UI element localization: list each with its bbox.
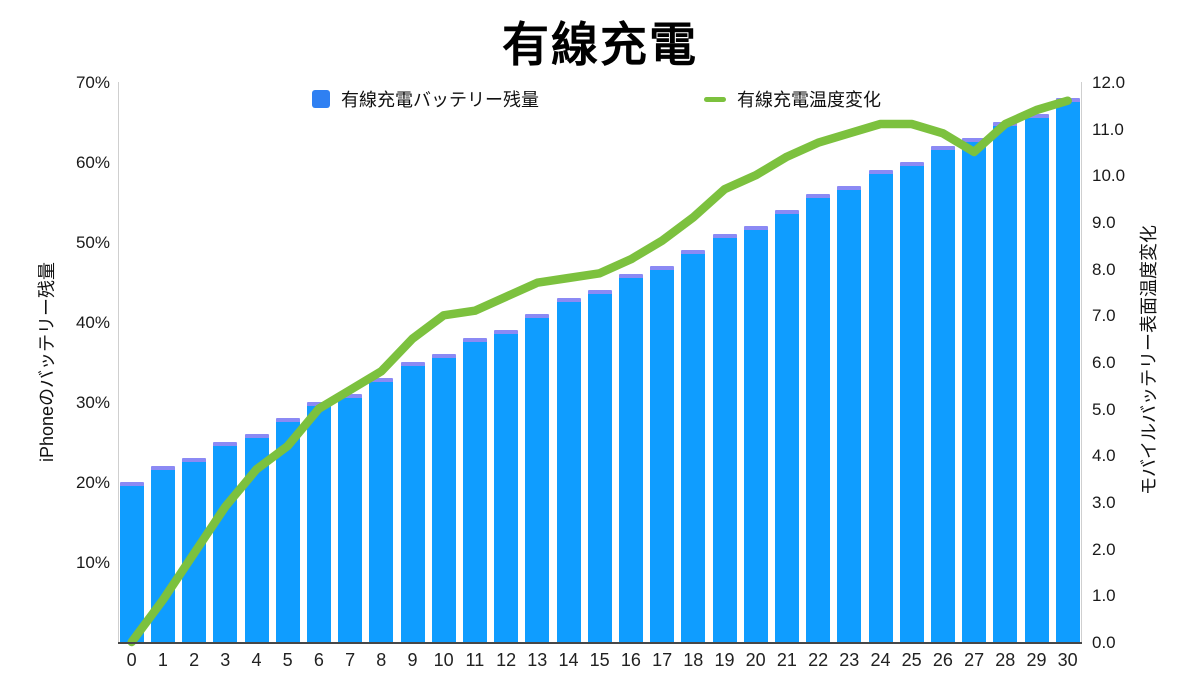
plot-area bbox=[118, 82, 1082, 647]
bar bbox=[993, 122, 1018, 642]
x-axis-label: 2 bbox=[189, 650, 200, 670]
legend-label-battery: 有線充電バッテリー残量 bbox=[341, 90, 539, 110]
x-axis-label: 7 bbox=[345, 650, 356, 670]
x-axis-label: 12 bbox=[496, 650, 517, 670]
x-axis-label: 27 bbox=[964, 650, 985, 670]
right-axis-tick-label: 2.0 bbox=[1092, 539, 1116, 559]
bar bbox=[774, 210, 799, 642]
x-axis-baseline bbox=[118, 642, 1082, 644]
x-axis-label: 20 bbox=[745, 650, 766, 670]
bar bbox=[431, 354, 456, 642]
x-axis-label: 21 bbox=[776, 650, 797, 670]
left-axis-tick-label: 30% bbox=[75, 393, 110, 412]
x-axis-label: 30 bbox=[1057, 650, 1078, 670]
x-axis-label: 1 bbox=[157, 650, 168, 670]
x-axis-label: 9 bbox=[407, 650, 418, 670]
x-axis-label: 19 bbox=[714, 650, 735, 670]
temperature-series-dash-icon bbox=[704, 96, 726, 102]
x-axis-label: 5 bbox=[282, 650, 293, 670]
bar bbox=[1024, 114, 1049, 642]
left-axis-tick-label: 20% bbox=[75, 473, 110, 492]
bar bbox=[806, 194, 831, 642]
bar bbox=[837, 186, 862, 642]
left-axis-tick-label: 70% bbox=[75, 73, 110, 92]
right-axis-tick-label: 9.0 bbox=[1092, 213, 1116, 232]
right-axis-line bbox=[1081, 82, 1082, 642]
bar bbox=[587, 290, 612, 642]
left-axis-tick-label: 50% bbox=[75, 233, 110, 252]
x-axis-label: 23 bbox=[839, 650, 860, 670]
right-axis-tick-label: 12.0 bbox=[1092, 73, 1126, 92]
right-axis-tick-label: 0.0 bbox=[1092, 633, 1116, 652]
x-axis-label: 16 bbox=[620, 650, 641, 670]
bar bbox=[1055, 98, 1080, 642]
right-axis-tick-label: 3.0 bbox=[1092, 493, 1116, 512]
x-axis-label: 3 bbox=[220, 650, 231, 670]
left-axis-line bbox=[118, 82, 119, 642]
bar bbox=[962, 138, 987, 642]
bar bbox=[618, 274, 643, 642]
x-axis-label: 11 bbox=[465, 650, 485, 670]
left-axis-tick-label: 60% bbox=[75, 153, 110, 172]
x-axis-label: 26 bbox=[932, 650, 953, 670]
bar bbox=[556, 298, 581, 642]
right-axis-tick-label: 1.0 bbox=[1092, 586, 1116, 606]
bar bbox=[743, 226, 768, 642]
legend-label-temperature: 有線充電温度変化 bbox=[737, 90, 881, 110]
bar bbox=[119, 482, 144, 642]
bar bbox=[462, 338, 487, 642]
left-axis-title: iPhoneのバッテリー残量 bbox=[37, 261, 57, 463]
bar bbox=[338, 394, 363, 642]
right-axis-tick-label: 5.0 bbox=[1092, 399, 1116, 419]
right-axis-tick-label: 7.0 bbox=[1092, 306, 1116, 326]
x-axis-label: 18 bbox=[683, 650, 704, 670]
right-axis-tick-label: 11.0 bbox=[1092, 119, 1124, 139]
x-axis-label: 25 bbox=[901, 650, 922, 670]
bar bbox=[868, 170, 893, 642]
x-axis-label: 8 bbox=[376, 650, 387, 670]
bar bbox=[400, 362, 425, 642]
legend-item-battery: 有線充電バッテリー残量 bbox=[312, 86, 539, 112]
x-axis-label: 13 bbox=[527, 650, 548, 670]
x-axis-label: 0 bbox=[126, 650, 137, 670]
bar bbox=[369, 378, 394, 642]
legend-item-temperature: 有線充電温度変化 bbox=[704, 86, 881, 112]
x-axis-label: 29 bbox=[1026, 650, 1047, 670]
temperature-line bbox=[127, 96, 1072, 647]
bar bbox=[525, 314, 550, 642]
x-axis-label: 22 bbox=[808, 650, 829, 670]
right-axis-tick-label: 4.0 bbox=[1092, 446, 1116, 466]
bar bbox=[681, 250, 706, 642]
left-axis-tick-label: 10% bbox=[75, 553, 110, 572]
right-axis-tick-label: 8.0 bbox=[1092, 259, 1116, 279]
bar bbox=[213, 442, 238, 642]
left-axis-tick-label: 40% bbox=[75, 313, 110, 332]
chart-title: 有線充電 bbox=[502, 18, 698, 71]
x-axis-label: 28 bbox=[995, 650, 1016, 670]
x-axis-label: 6 bbox=[313, 650, 324, 670]
bar bbox=[930, 146, 955, 642]
x-axis-label: 17 bbox=[652, 650, 673, 670]
x-axis-label: 4 bbox=[251, 650, 262, 670]
right-axis-tick-label: 6.0 bbox=[1092, 353, 1116, 372]
x-axis-label: 10 bbox=[433, 650, 454, 670]
x-axis-label: 24 bbox=[870, 650, 891, 670]
x-axis-label: 14 bbox=[558, 650, 579, 670]
battery-series-swatch-icon bbox=[312, 90, 330, 108]
bar bbox=[494, 330, 519, 642]
bar bbox=[650, 266, 675, 642]
x-axis-label: 15 bbox=[589, 650, 610, 670]
bar bbox=[899, 162, 924, 642]
bar bbox=[712, 234, 737, 642]
right-axis-tick-label: 10.0 bbox=[1092, 166, 1126, 186]
bar bbox=[306, 402, 331, 642]
